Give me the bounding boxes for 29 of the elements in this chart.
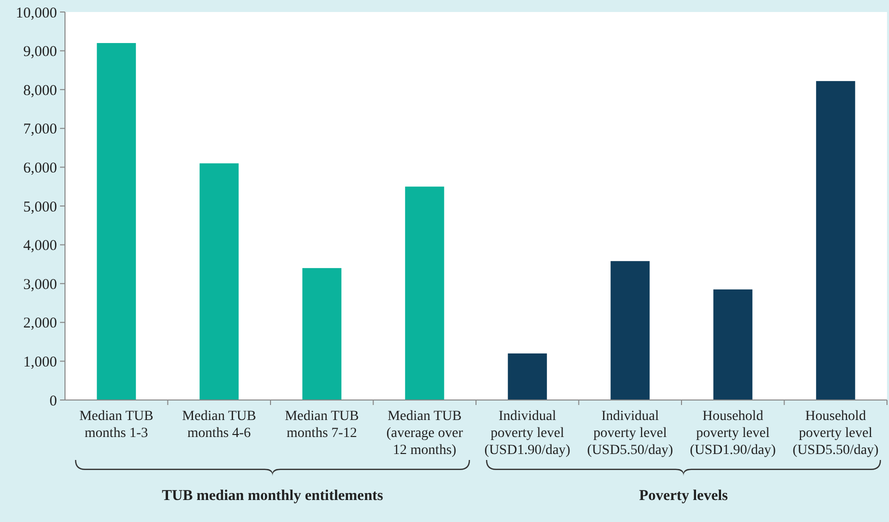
bar <box>302 268 342 400</box>
bar <box>508 353 547 400</box>
x-tick-label: Individual poverty level (USD5.50/day) <box>587 409 674 458</box>
x-tick-label: Median TUB (average over 12 months) <box>386 409 464 458</box>
y-tick-label: 5,000 <box>23 199 57 216</box>
bar <box>816 81 856 400</box>
x-tick-label: Individual poverty level (USD1.90/day) <box>484 409 571 458</box>
bar <box>713 289 752 400</box>
bar <box>405 186 444 400</box>
x-tick-label: Median TUB months 4-6 <box>182 409 256 441</box>
y-tick-label: 4,000 <box>23 238 57 254</box>
bar <box>96 43 136 400</box>
y-tick-label: 3,000 <box>23 276 57 293</box>
bar <box>200 163 239 400</box>
y-tick-label: 8,000 <box>23 82 57 99</box>
y-tick-label: 2,000 <box>23 316 57 332</box>
text: Poverty levels <box>639 488 728 504</box>
x-tick-label: Median TUB months 1-3 <box>79 409 154 441</box>
y-tick-label: 6,000 <box>23 160 57 176</box>
y-tick-label: 10,000 <box>16 5 57 22</box>
x-tick-label: Household poverty level (USD1.90/day) <box>690 409 776 458</box>
y-tick-label: 0 <box>50 393 57 410</box>
y-tick-label: 9,000 <box>23 44 57 60</box>
y-tick-label: 7,000 <box>23 122 57 138</box>
y-tick-label: 1,000 <box>23 354 57 370</box>
x-tick-label: Median TUB months 7-12 <box>284 409 359 441</box>
x-tick-label: Household poverty level (USD5.50/day) <box>792 409 879 458</box>
bar <box>610 261 650 400</box>
text: TUB median monthly entitlements <box>162 488 384 504</box>
